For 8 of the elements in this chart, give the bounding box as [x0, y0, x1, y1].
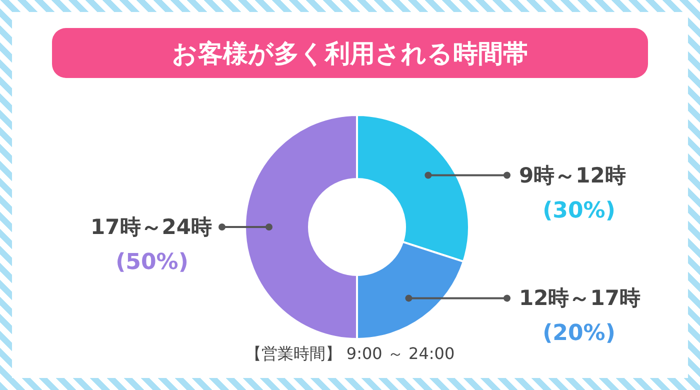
data-label: (50%)	[116, 250, 188, 275]
slice-label: 12時～17時	[519, 286, 640, 310]
data-label: (30%)	[542, 198, 616, 224]
data-label: (20%)	[542, 321, 616, 346]
slice-label: 9時～12時	[519, 163, 626, 188]
slice-label: 17時～24時	[90, 215, 212, 239]
text: 【営業時間】 9:00 ～ 24:00	[245, 344, 455, 363]
chart-title: お客様が多く利用される時間帯	[52, 28, 648, 78]
